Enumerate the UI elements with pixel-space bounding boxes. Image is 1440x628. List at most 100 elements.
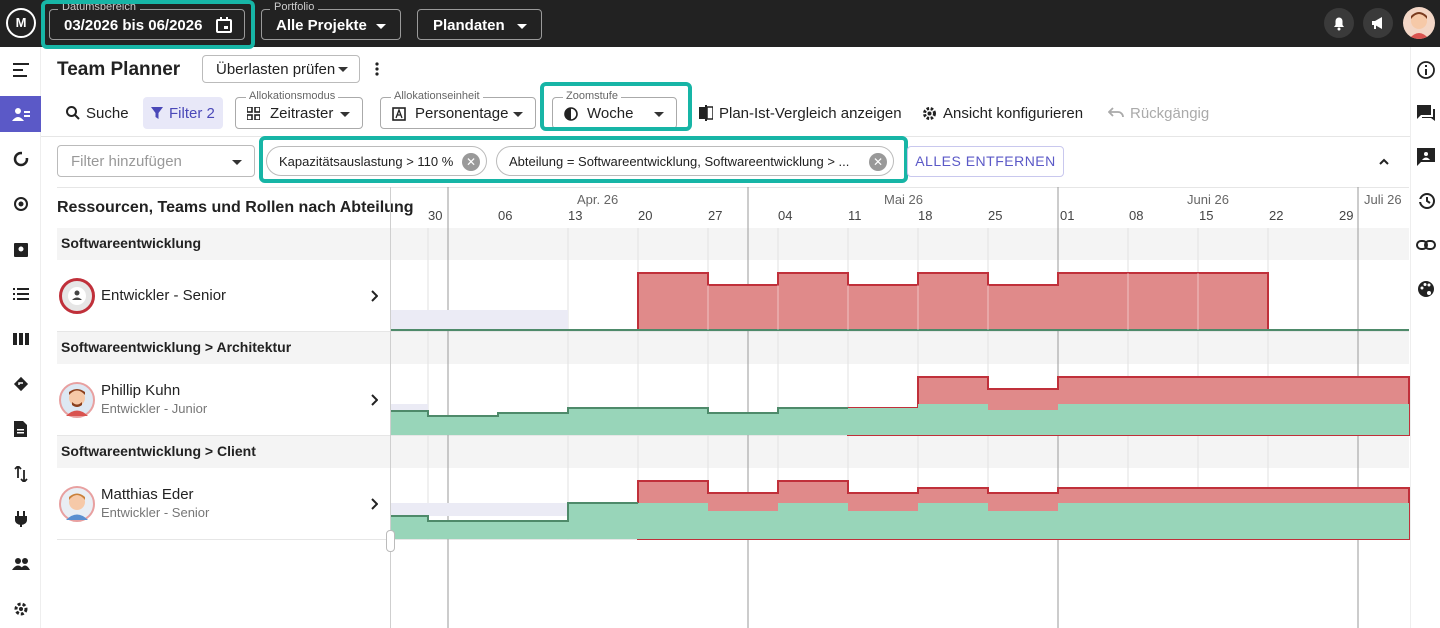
history-icon[interactable]	[1416, 191, 1436, 211]
configure-view-label: Ansicht konfigurieren	[943, 104, 1084, 122]
plan-actual-button[interactable]: Plan-Ist-Vergleich anzeigen	[699, 97, 902, 129]
column-resize-handle[interactable]	[386, 530, 395, 552]
avatar	[59, 278, 95, 314]
plug-icon[interactable]	[0, 501, 41, 537]
calendar-icon[interactable]	[216, 17, 232, 33]
allocation-unit-select[interactable]: Allokationseinheit Personentage	[380, 90, 536, 129]
chevron-down-icon	[232, 160, 242, 165]
add-filter-select[interactable]: Filter hinzufügen	[57, 145, 255, 177]
app-logo[interactable]: M	[6, 8, 36, 38]
grid-column-divider	[390, 187, 391, 628]
month-label: Apr. 26	[577, 192, 619, 207]
chevron-right-icon[interactable]	[370, 394, 378, 406]
avatar	[59, 486, 95, 522]
chevron-right-icon[interactable]	[370, 290, 378, 302]
columns-icon[interactable]	[0, 321, 41, 357]
allocation-line	[391, 407, 848, 417]
allocation-unit-value: Personentage	[415, 105, 509, 122]
people-icon[interactable]	[0, 546, 41, 582]
routing-icon[interactable]	[0, 366, 41, 402]
chevron-down-icon	[340, 112, 350, 117]
clipboard-icon[interactable]	[0, 231, 41, 267]
bell-icon[interactable]	[1324, 8, 1354, 38]
undo-button[interactable]: Rückgängig	[1108, 97, 1209, 129]
portfolio-legend: Portfolio	[270, 1, 319, 13]
gear-icon	[923, 106, 936, 120]
menu-icon[interactable]	[0, 52, 41, 88]
week-label: 25	[988, 208, 1003, 223]
allocated-area	[391, 404, 1409, 435]
more-options-icon[interactable]	[374, 62, 380, 76]
chevron-down-icon	[654, 112, 664, 117]
allocation-mode-select[interactable]: Allokationsmodus Zeitraster	[235, 90, 363, 129]
group-row: Softwareentwicklung > Client	[57, 436, 1409, 468]
plan-actual-label: Plan-Ist-Vergleich anzeigen	[719, 104, 902, 122]
document-icon[interactable]	[0, 411, 41, 447]
date-range-legend: Datumsbereich	[58, 1, 140, 13]
chevron-up-icon[interactable]	[1379, 157, 1389, 167]
divider	[57, 187, 1409, 188]
zoom-value: Woche	[587, 105, 634, 122]
chevron-right-icon[interactable]	[370, 498, 378, 510]
resource-row[interactable]: Entwickler - Senior	[57, 260, 390, 332]
left-sidebar	[0, 47, 41, 628]
zoom-select[interactable]: Zoomstufe Woche	[552, 90, 677, 129]
page-title: Team Planner	[57, 59, 181, 80]
resource-row[interactable]: Phillip Kuhn Entwickler - Junior	[57, 364, 390, 436]
month-label: Juli 26	[1364, 192, 1402, 207]
chevron-down-icon	[513, 112, 523, 117]
remove-chip-icon[interactable]: ✕	[462, 153, 480, 171]
comments-icon[interactable]	[1416, 103, 1436, 123]
date-range-value: 03/2026 bis 06/2026	[64, 17, 203, 34]
portfolio-select[interactable]: Portfolio Alle Projekte	[261, 1, 401, 40]
swap-icon[interactable]	[0, 456, 41, 492]
settings-icon[interactable]	[0, 591, 41, 627]
filter-chip-department[interactable]: Abteilung = Softwareentwicklung, Softwar…	[496, 146, 894, 176]
remove-chip-icon[interactable]: ✕	[869, 153, 887, 171]
date-range-field[interactable]: Datumsbereich 03/2026 bis 06/2026	[49, 1, 245, 40]
filter-chip-capacity[interactable]: Kapazitätsauslastung > 110 % ✕	[266, 146, 487, 176]
team-planner-icon[interactable]	[0, 96, 41, 132]
filter-button[interactable]: Filter 2	[143, 97, 223, 129]
clear-all-filters-button[interactable]: ALLES ENTFERNEN	[907, 146, 1064, 177]
grid-icon	[247, 107, 260, 120]
month-label: Juni 26	[1187, 192, 1229, 207]
chevron-down-icon	[338, 67, 348, 72]
row-divider	[57, 331, 1409, 332]
list-icon[interactable]	[0, 276, 41, 312]
week-label: 20	[638, 208, 653, 223]
over-capacity-area	[637, 272, 1269, 331]
week-label: 22	[1269, 208, 1284, 223]
megaphone-icon[interactable]	[1363, 8, 1393, 38]
palette-icon[interactable]	[1416, 279, 1436, 299]
resource-row[interactable]: Matthias Eder Entwickler - Senior	[57, 468, 390, 540]
filter-label: Filter 2	[169, 104, 215, 122]
link-icon[interactable]	[1416, 235, 1436, 255]
search-button[interactable]: Suche	[66, 97, 129, 129]
overload-check-button[interactable]: Überlasten prüfen	[202, 55, 360, 83]
info-icon[interactable]	[1416, 60, 1436, 80]
configure-view-button[interactable]: Ansicht konfigurieren	[922, 97, 1083, 129]
week-label: 15	[1199, 208, 1214, 223]
feedback-icon[interactable]	[1416, 147, 1436, 167]
data-source-select[interactable]: Plandaten	[417, 9, 542, 40]
zoom-highlight	[540, 82, 692, 131]
capacity-bar-baseline	[391, 404, 428, 411]
allocation-unit-legend: Allokationseinheit	[391, 90, 483, 102]
data-source-value: Plandaten	[433, 17, 505, 34]
person-days-icon	[392, 107, 406, 121]
date-range-highlight	[41, 0, 255, 49]
allocation-line	[391, 502, 638, 522]
week-label: 08	[1129, 208, 1144, 223]
filter-chips-highlight	[259, 136, 908, 183]
resource-name: Entwickler - Senior	[101, 287, 227, 304]
right-sidebar	[1410, 47, 1440, 628]
target-icon[interactable]	[0, 186, 41, 222]
undo-icon	[1108, 107, 1124, 118]
filter-icon	[151, 107, 163, 119]
user-avatar[interactable]	[1403, 7, 1435, 39]
week-label: 01	[1060, 208, 1075, 223]
top-bar: M Datumsbereich 03/2026 bis 06/2026 Port…	[0, 0, 1440, 49]
sync-icon[interactable]	[0, 141, 41, 177]
